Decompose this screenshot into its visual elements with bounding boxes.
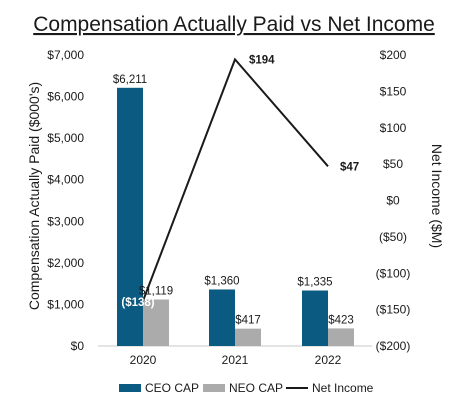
net-income-label-2022: $47 [340, 161, 359, 173]
x-tick-label-2022: 2022 [315, 353, 342, 367]
y-axis-label: Compensation Actually Paid ($000's) [26, 82, 42, 310]
x-axis-ticks: 2020 2021 2022 [130, 353, 342, 367]
right-tick-label: ($200) [376, 339, 411, 353]
neo-cap-label-2020: $1,119 [139, 285, 173, 297]
left-tick-label: $7,000 [47, 48, 84, 62]
ceo-cap-bar-2021 [209, 289, 235, 346]
right-tick-label: $100 [380, 121, 407, 135]
right-tick-label: ($50) [379, 230, 407, 244]
legend-label-ceo-cap: CEO CAP [145, 381, 199, 395]
left-tick-label: $0 [71, 339, 85, 353]
legend-swatch-ceo-cap [119, 384, 141, 392]
legend: CEO CAP NEO CAP Net Income [119, 381, 374, 395]
y2-axis-label: Net Income ($M) [429, 144, 445, 248]
bars [117, 87, 354, 346]
left-tick-label: $5,000 [47, 131, 84, 145]
right-tick-label: $200 [380, 48, 407, 62]
chart-title: Compensation Actually Paid vs Net Income [33, 13, 435, 36]
ceo-cap-label-2021: $1,360 [204, 275, 239, 287]
ceo-cap-label-2022: $1,335 [297, 277, 332, 289]
x-tick-label-2021: 2021 [222, 353, 249, 367]
left-tick-label: $6,000 [47, 90, 84, 104]
left-tick-label: $4,000 [47, 173, 84, 187]
left-tick-label: $2,000 [47, 256, 84, 270]
neo-cap-bar-2022 [328, 328, 354, 346]
ceo-cap-label-2020: $6,211 [113, 74, 147, 86]
right-tick-label: $0 [386, 194, 400, 208]
legend-label-net-income: Net Income [312, 381, 374, 395]
right-tick-label: $50 [383, 157, 403, 171]
x-tick-label-2020: 2020 [130, 353, 157, 367]
neo-cap-label-2022: $423 [328, 314, 354, 326]
ceo-cap-bar-2022 [302, 290, 328, 346]
left-tick-label: $3,000 [47, 214, 84, 228]
net-income-label-2020: ($138) [121, 297, 154, 309]
net-income-line [142, 57, 329, 302]
right-axis-ticks: ($200) ($150) ($100) ($50) $0 $50 $100 $150 $200 [376, 48, 411, 353]
right-tick-label: ($100) [376, 266, 411, 280]
left-axis-ticks: $0 $1,000 $2,000 $3,000 $4,000 $5,000 $6,000 $7… [47, 48, 84, 353]
bar-data-labels: $6,211 $1,360 $1,335 $1,119 $417 $423 [113, 74, 354, 327]
right-tick-label: $150 [380, 84, 407, 98]
net-income-label-2021: $194 [249, 54, 275, 66]
legend-swatch-neo-cap [203, 384, 225, 392]
net-income-line-group: ($138) $194 $47 [121, 54, 359, 309]
neo-cap-bar-2021 [235, 328, 261, 346]
legend-label-neo-cap: NEO CAP [229, 381, 283, 395]
ceo-cap-bar-2020 [117, 87, 143, 346]
right-tick-label: ($150) [376, 303, 411, 317]
neo-cap-bar-2020 [143, 299, 169, 346]
left-tick-label: $1,000 [47, 297, 84, 311]
neo-cap-label-2021: $417 [235, 315, 261, 327]
